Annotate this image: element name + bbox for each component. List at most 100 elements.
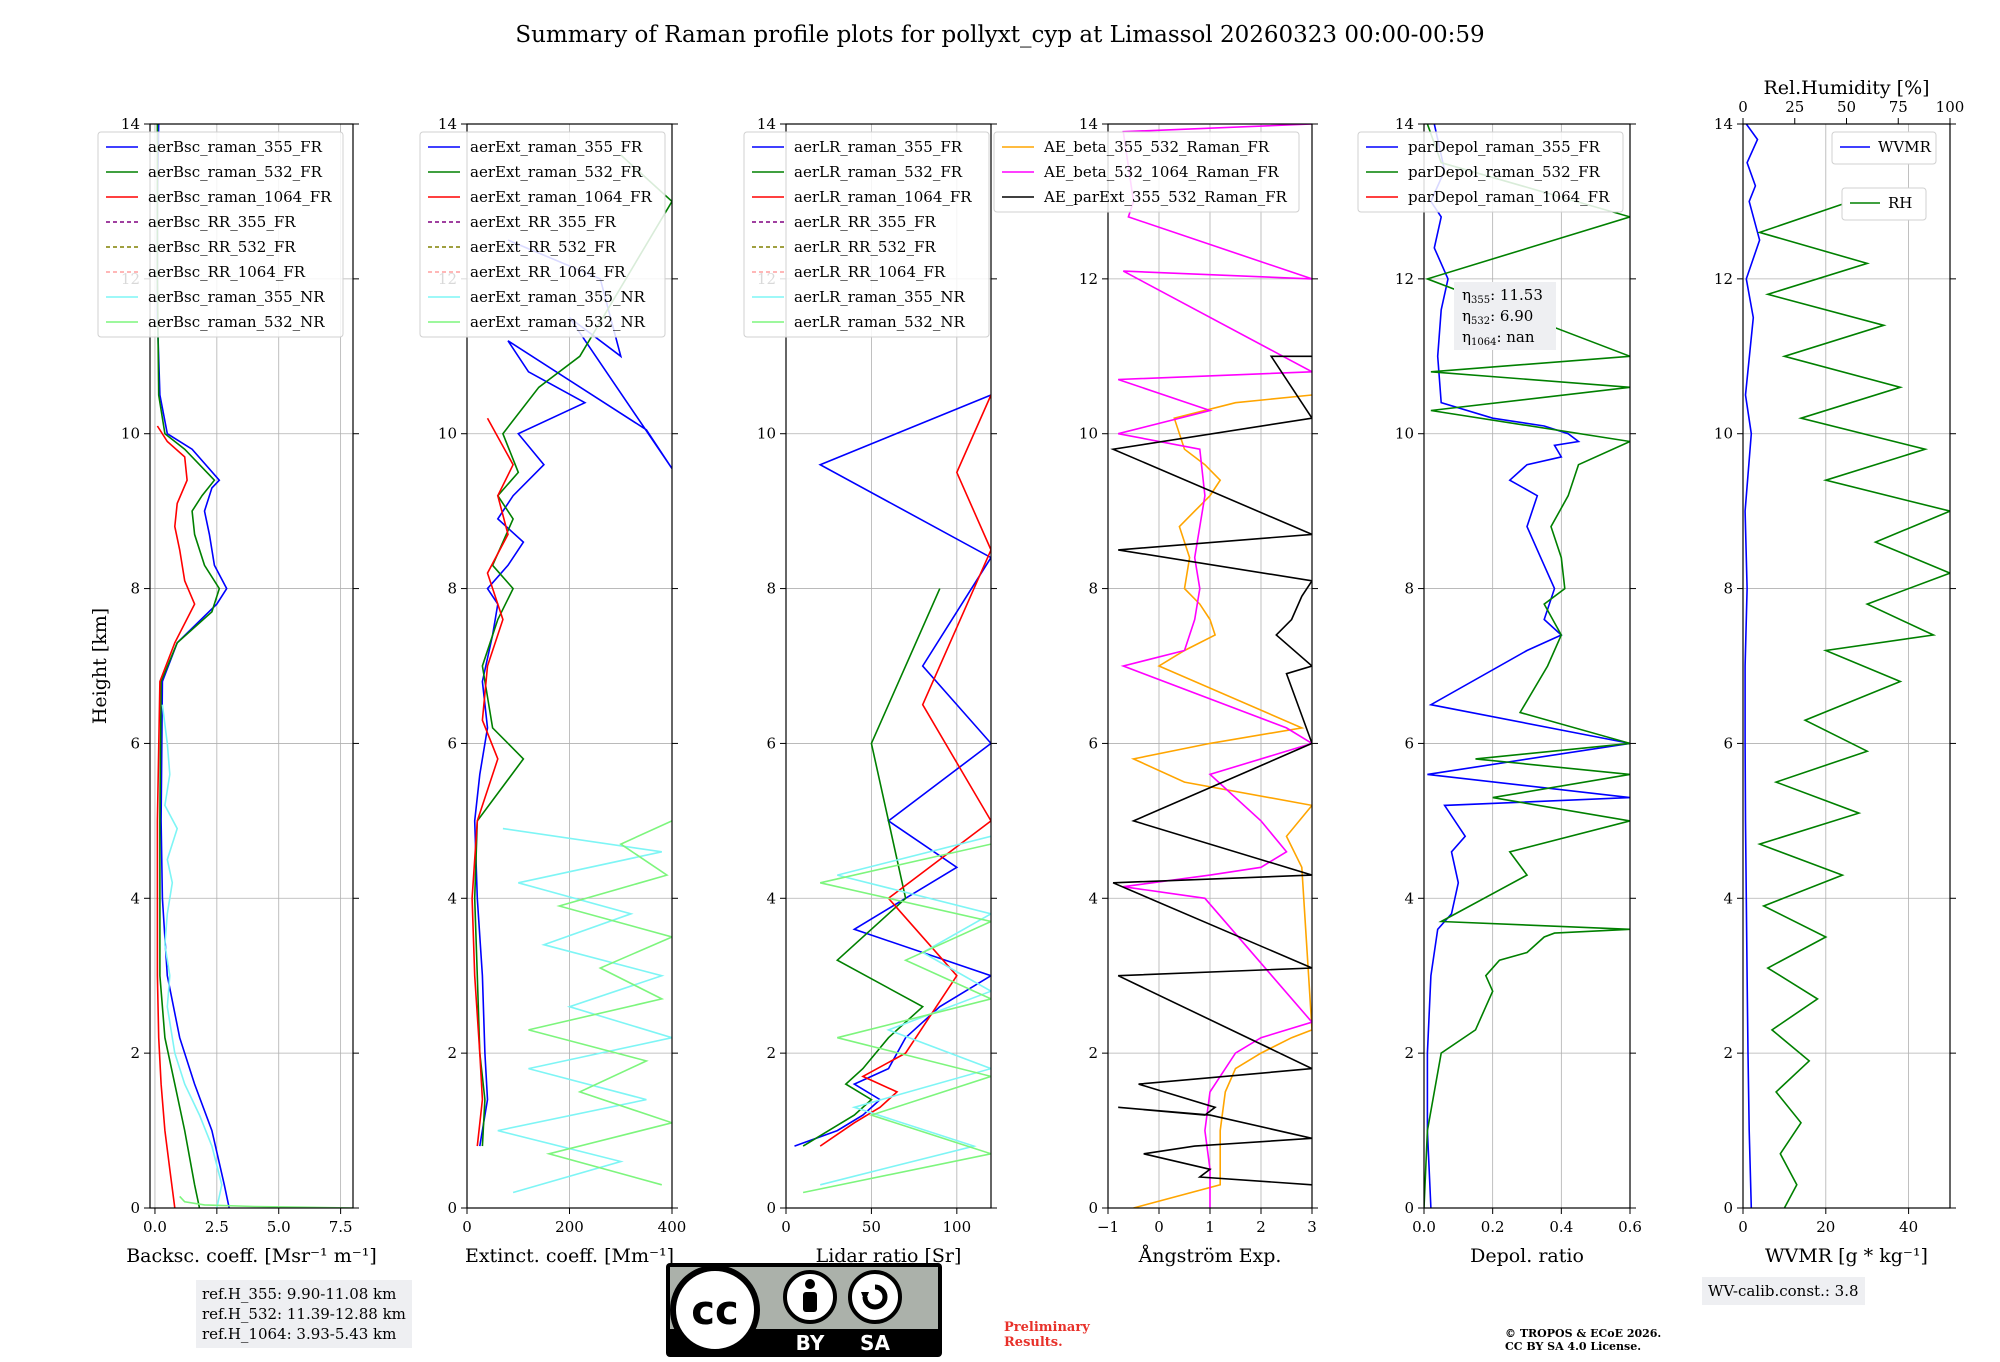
x-axis-label: Ångström Exp. <box>1138 1245 1282 1267</box>
y-tick-label: 2 <box>1723 1044 1733 1062</box>
annotation-box <box>1454 282 1556 350</box>
series-line-aerLR_raman_532_FR <box>802 588 941 1147</box>
y-tick-label: 8 <box>766 580 776 598</box>
x-tick-label: 0 <box>781 1218 791 1236</box>
legend-label: aerLR_RR_532_FR <box>794 238 936 256</box>
legend-rh: RH <box>1841 187 1927 221</box>
x-tick-label: 200 <box>555 1218 584 1236</box>
x-tick-label: 3 <box>1307 1218 1317 1236</box>
sa-label: SA <box>860 1331 890 1355</box>
x-axis-label: Depol. ratio <box>1470 1245 1584 1267</box>
top-x-tick-label: 50 <box>1837 98 1856 116</box>
legend-label: aerExt_raman_355_NR <box>470 288 646 306</box>
x-axis-label: Lidar ratio [Sr] <box>816 1245 962 1267</box>
x-tick-label: 0.2 <box>1481 1218 1505 1236</box>
ref-height-355: ref.H_355: 9.90-11.08 km <box>202 1285 397 1303</box>
y-tick-label: 10 <box>1714 425 1733 443</box>
figure-title: Summary of Raman profile plots for polly… <box>515 22 1485 48</box>
copyright-note: © TROPOS & ECoE 2026. CC BY SA 4.0 Licen… <box>1505 1327 1661 1353</box>
series-line-aerBsc_raman_1064_FR <box>156 425 196 1208</box>
y-tick-label: 8 <box>1088 580 1098 598</box>
y-tick-label: 6 <box>766 734 776 752</box>
series-line-RH <box>1756 200 1950 1208</box>
series-line-aerLR_raman_532_NR <box>802 843 991 1194</box>
legend-box <box>97 131 344 338</box>
panel-depolarization: 0 2 4 6 8 10 12 14 0.0 0.2 0.4 0.6 Depol. ratio parDe… <box>1357 115 1642 1267</box>
y-tick-label: 4 <box>130 889 140 907</box>
series-line-aerExt_raman_1064_FR <box>471 417 515 1147</box>
preliminary-line-2: Results. <box>1004 1335 1063 1350</box>
wv-calibration-constant: WV-calib.const.: 3.8 <box>1708 1282 1859 1300</box>
legend-label: aerExt_raman_532_FR <box>470 163 643 181</box>
y-tick-label: 2 <box>766 1044 776 1062</box>
y-tick-label: 8 <box>1404 580 1414 598</box>
top-x-tick-label: 25 <box>1785 98 1804 116</box>
top-x-tick-label: 100 <box>1936 98 1965 116</box>
legend-label: aerLR_raman_355_NR <box>794 288 965 306</box>
series-line-parDepol_raman_532_FR <box>1424 124 1630 1208</box>
axes-frame <box>1423 123 1631 1209</box>
series-line-AE_beta_355_532_Raman_FR <box>1130 394 1312 1208</box>
legend-box <box>1831 131 1937 165</box>
y-tick-label: 8 <box>447 580 457 598</box>
preliminary-line-1: Preliminary <box>1004 1320 1090 1335</box>
x-tick-label: −1 <box>1097 1218 1119 1236</box>
legend-label: aerBsc_raman_355_FR <box>148 138 323 156</box>
y-tick-label: 8 <box>130 580 140 598</box>
legend-label: AE_beta_355_532_Raman_FR <box>1043 138 1270 156</box>
legend-label: parDepol_raman_355_FR <box>1408 138 1601 156</box>
legend-label: aerBsc_raman_532_NR <box>148 313 325 331</box>
legend-label: aerBsc_raman_355_NR <box>148 288 325 306</box>
series-line-aerExt_raman_355_FR <box>473 239 672 1147</box>
series-line-AE_parExt_355_532_Raman_FR <box>1110 355 1312 1186</box>
legend-label: aerLR_RR_355_FR <box>794 213 936 231</box>
legend: aerBsc_raman_355_FR aerBsc_raman_532_FRae… <box>97 131 344 338</box>
series-line-WVMR <box>1744 124 1761 1208</box>
legend-box <box>419 131 666 338</box>
y-tick-label: 0 <box>766 1199 776 1217</box>
legend-label: aerBsc_raman_1064_FR <box>148 188 332 206</box>
top-x-tick-label: 0 <box>1738 98 1748 116</box>
y-tick-label: 8 <box>1723 580 1733 598</box>
series-line-aerLR_raman_1064_FR <box>819 394 991 1147</box>
x-tick-label: 20 <box>1816 1218 1835 1236</box>
eta-1064: η1064: nan <box>1462 328 1535 348</box>
eta-532: η532: 6.90 <box>1462 307 1533 327</box>
series-line-aerExt_raman_532_NR <box>528 820 672 1186</box>
y-tick-label: 12 <box>1079 270 1098 288</box>
x-axis-label: Backsc. coeff. [Msr⁻¹ m⁻¹] <box>126 1245 377 1267</box>
x-tick-label: 0.0 <box>143 1218 167 1236</box>
y-tick-label: 14 <box>121 115 140 133</box>
series-line-aerExt_raman_355_NR <box>497 827 672 1194</box>
series-line-aerExt_raman_532_FR <box>473 154 672 1147</box>
legend: parDepol_raman_355_FR parDepol_raman_532_… <box>1357 131 1624 213</box>
legend-label: aerLR_raman_532_NR <box>794 313 965 331</box>
legend: aerExt_raman_355_FR aerExt_raman_532_FRae… <box>419 131 666 338</box>
cc-circle-icon <box>670 1265 760 1355</box>
series-line-aerBsc_raman_532_NR <box>179 1195 353 1208</box>
x-tick-label: 5.0 <box>267 1218 291 1236</box>
copyright-line-1: © TROPOS & ECoE 2026. <box>1505 1327 1662 1340</box>
legend-label: aerBsc_RR_532_FR <box>148 238 296 256</box>
x-tick-label: 2.5 <box>205 1218 229 1236</box>
y-tick-label: 14 <box>1395 115 1414 133</box>
x-axis-label: WVMR [g * kg⁻¹] <box>1765 1245 1928 1267</box>
y-tick-label: 2 <box>130 1044 140 1062</box>
ref-height-532: ref.H_532: 11.39-12.88 km <box>202 1305 406 1323</box>
legend-box <box>1357 131 1624 213</box>
legend-label: WVMR <box>1878 138 1932 156</box>
wv-calibration-box: WV-calib.const.: 3.8 <box>1702 1277 1865 1305</box>
series-line-aerBsc_raman_532_FR <box>156 124 221 1208</box>
y-tick-label: 2 <box>1404 1044 1414 1062</box>
x-tick-label: 0 <box>1738 1218 1748 1236</box>
y-tick-label: 2 <box>447 1044 457 1062</box>
sa-share-icon <box>848 1270 902 1324</box>
panel-lidar_ratio: 02468101214050100Lidar ratio [Sr]aerLR_r… <box>743 115 997 1267</box>
by-label: BY <box>796 1331 825 1355</box>
copyright-line-2: CC BY SA 4.0 License. <box>1505 1340 1642 1353</box>
x-tick-label: 0.0 <box>1412 1218 1436 1236</box>
y-tick-label: 4 <box>1088 889 1098 907</box>
